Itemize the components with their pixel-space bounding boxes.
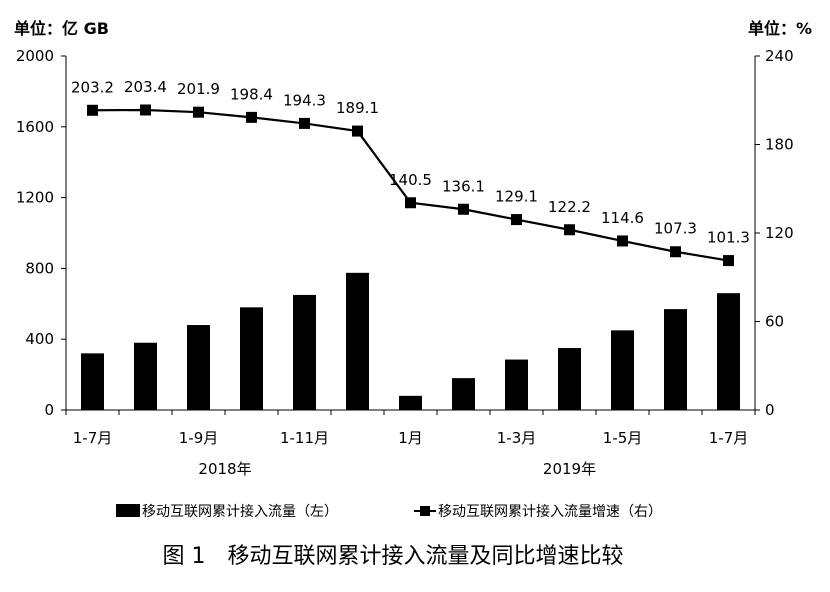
bar xyxy=(664,309,687,410)
data-label: 201.9 xyxy=(177,80,220,98)
left-axis-tick-label: 800 xyxy=(25,259,54,277)
line-marker xyxy=(458,203,469,215)
bar xyxy=(452,378,475,410)
figure-caption: 图 1 移动互联网累计接入流量及同比增速比较 xyxy=(163,544,624,569)
left-axis-tick-label: 2000 xyxy=(16,47,54,65)
right-axis-unit: 单位：% xyxy=(748,19,812,38)
bar xyxy=(717,293,740,410)
line-marker xyxy=(511,214,522,226)
data-label: 198.4 xyxy=(230,85,273,103)
bar xyxy=(187,325,210,410)
line-marker xyxy=(670,246,681,258)
line-marker xyxy=(617,235,628,247)
bar xyxy=(346,272,369,410)
bar xyxy=(240,307,263,410)
right-axis-tick-label: 120 xyxy=(765,224,794,242)
left-axis-unit: 单位：亿 GB xyxy=(14,19,109,38)
right-axis-tick-label: 180 xyxy=(765,136,794,154)
left-axis-tick-label: 1600 xyxy=(16,118,54,136)
x-tick-label: 1-9月 xyxy=(179,429,219,447)
data-label: 107.3 xyxy=(654,220,697,238)
line-marker xyxy=(723,255,734,267)
data-label: 129.1 xyxy=(495,188,538,206)
data-label: 101.3 xyxy=(707,229,750,247)
x-tick-label: 1-5月 xyxy=(603,429,643,447)
line-marker xyxy=(193,106,204,118)
data-label: 203.4 xyxy=(124,78,167,96)
line-marker xyxy=(564,224,575,236)
x-tick-label: 1-11月 xyxy=(280,429,329,447)
year-group-label: 2018年 xyxy=(198,460,251,478)
line-marker xyxy=(352,125,363,137)
line-marker xyxy=(246,111,257,123)
data-label: 122.2 xyxy=(548,198,591,216)
line-marker xyxy=(405,197,416,209)
legend-bar-swatch xyxy=(116,504,140,517)
bar xyxy=(558,348,581,410)
data-label: 140.5 xyxy=(389,171,432,189)
bar xyxy=(505,359,528,410)
data-label: 203.2 xyxy=(71,78,114,96)
bar xyxy=(81,353,104,410)
data-label: 189.1 xyxy=(336,99,379,117)
year-group-label: 2019年 xyxy=(543,460,596,478)
line-marker xyxy=(299,117,310,129)
line-marker xyxy=(87,104,98,116)
left-axis-tick-label: 400 xyxy=(25,330,54,348)
x-tick-label: 1-7月 xyxy=(709,429,749,447)
data-label: 114.6 xyxy=(601,209,644,227)
legend-line-label: 移动互联网累计接入流量增速（右） xyxy=(438,503,662,520)
left-axis-tick-label: 1200 xyxy=(16,189,54,207)
x-tick-label: 1-3月 xyxy=(497,429,537,447)
bar xyxy=(134,342,157,410)
bar xyxy=(293,294,316,410)
legend-bar-label: 移动互联网累计接入流量（左） xyxy=(142,503,338,520)
bar xyxy=(611,330,634,410)
line-marker xyxy=(140,104,151,116)
data-label: 136.1 xyxy=(442,177,485,195)
x-tick-label: 1月 xyxy=(398,429,423,447)
right-axis-tick-label: 0 xyxy=(765,401,775,419)
x-tick-label: 1-7月 xyxy=(73,429,113,447)
right-axis-tick-label: 60 xyxy=(765,313,784,331)
right-axis-tick-label: 240 xyxy=(765,47,794,65)
data-label: 194.3 xyxy=(283,91,326,109)
legend-line-marker xyxy=(420,506,430,516)
left-axis-tick-label: 0 xyxy=(44,401,54,419)
bar xyxy=(399,395,422,410)
